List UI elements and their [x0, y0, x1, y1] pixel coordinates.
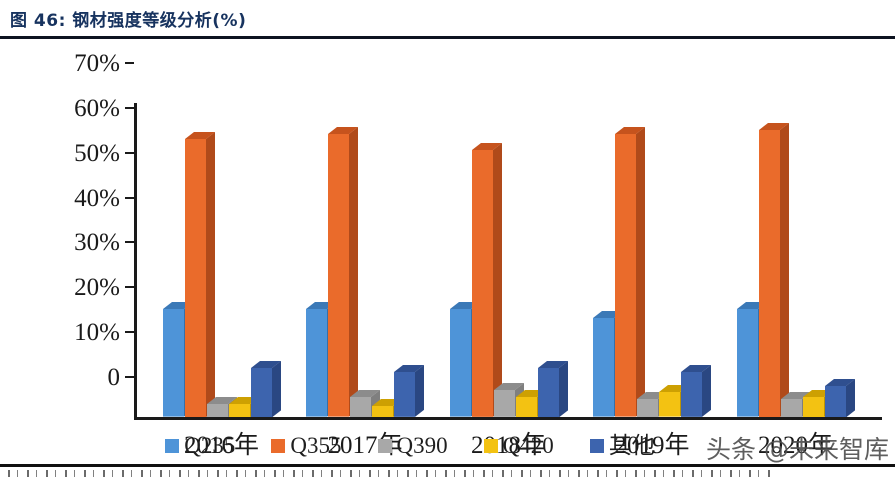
- y-tick-label: 20%: [74, 274, 120, 302]
- bar-其他-2016年: [250, 360, 281, 417]
- legend-swatch-Q390: [377, 438, 392, 453]
- y-tick: [125, 286, 134, 289]
- y-tick: [125, 62, 134, 64]
- bar-Q355-2018年: [471, 143, 502, 417]
- y-axis: [134, 103, 137, 420]
- bar-其他-2017年: [394, 365, 424, 417]
- legend-item-其他: 其他: [589, 433, 655, 458]
- x-axis-label-2018年: 2018年: [470, 432, 546, 459]
- bar-其他-2018年: [537, 360, 568, 417]
- y-tick: [125, 376, 134, 378]
- legend-item-Q390: Q390: [377, 433, 448, 458]
- bar-group-2016年: [162, 103, 281, 417]
- legend-swatch-其他: [589, 438, 604, 453]
- bar-Q355-2019年: [615, 127, 645, 417]
- bar-group-2018年: [449, 103, 568, 417]
- legend: Q235 Q355 Q390 Q420 其他: [0, 434, 880, 457]
- legend-label: Q355: [290, 433, 342, 458]
- y-tick-label: 40%: [74, 184, 120, 212]
- legend-label: Q420: [502, 433, 554, 458]
- legend-item-Q420: Q420: [483, 433, 554, 458]
- y-tick-label: 60%: [74, 94, 120, 122]
- legend-item-Q355: Q355: [271, 433, 342, 458]
- y-tick: [125, 196, 134, 199]
- bar-Q355-2016年: [184, 131, 215, 417]
- y-tick-label: 0: [107, 364, 121, 391]
- x-axis: [134, 417, 882, 420]
- legend-label: Q390: [396, 433, 448, 458]
- x-axis-label-2020年: 2020年: [757, 432, 833, 459]
- bottom-divider: [0, 464, 895, 467]
- watermark: 头条 @未来智库: [706, 435, 889, 464]
- legend-swatch-Q420: [483, 438, 498, 453]
- y-tick: [125, 106, 134, 109]
- legend-item-Q235: Q235: [165, 434, 235, 457]
- bar-chart: 0 10% 20% 30% 40% 50% 60% 70% 2016年 2017年 2018年 20…: [0, 40, 895, 459]
- y-tick-label: 70%: [74, 50, 120, 77]
- figure-title: 图 46: 钢材强度等级分析(%): [10, 11, 247, 31]
- y-tick-label: 50%: [74, 139, 120, 167]
- legend-label: Q235: [184, 433, 236, 458]
- bar-group-2020年: [736, 103, 855, 417]
- bar-Q355-2020年: [758, 122, 789, 417]
- bar-group-2019年: [593, 103, 711, 417]
- y-tick: [125, 241, 134, 244]
- y-tick: [125, 331, 134, 334]
- bar-其他-2019年: [681, 365, 711, 417]
- bar-其他-2020年: [824, 378, 855, 417]
- legend-swatch-Q235: [165, 438, 180, 453]
- title-divider: [0, 36, 895, 39]
- y-tick: [125, 151, 134, 154]
- bar-group-2017年: [306, 103, 424, 417]
- clipped-source-text: [8, 470, 776, 477]
- legend-label: 其他: [608, 433, 655, 458]
- bar-Q355-2017年: [328, 127, 358, 417]
- y-tick-label: 30%: [74, 229, 120, 257]
- plot-area: [137, 103, 880, 417]
- x-axis-label-2019年: 2019年: [614, 432, 690, 459]
- legend-swatch-Q355: [271, 438, 286, 453]
- x-axis-label-2016年: 2016年: [183, 432, 259, 459]
- y-tick-label: 10%: [74, 319, 120, 347]
